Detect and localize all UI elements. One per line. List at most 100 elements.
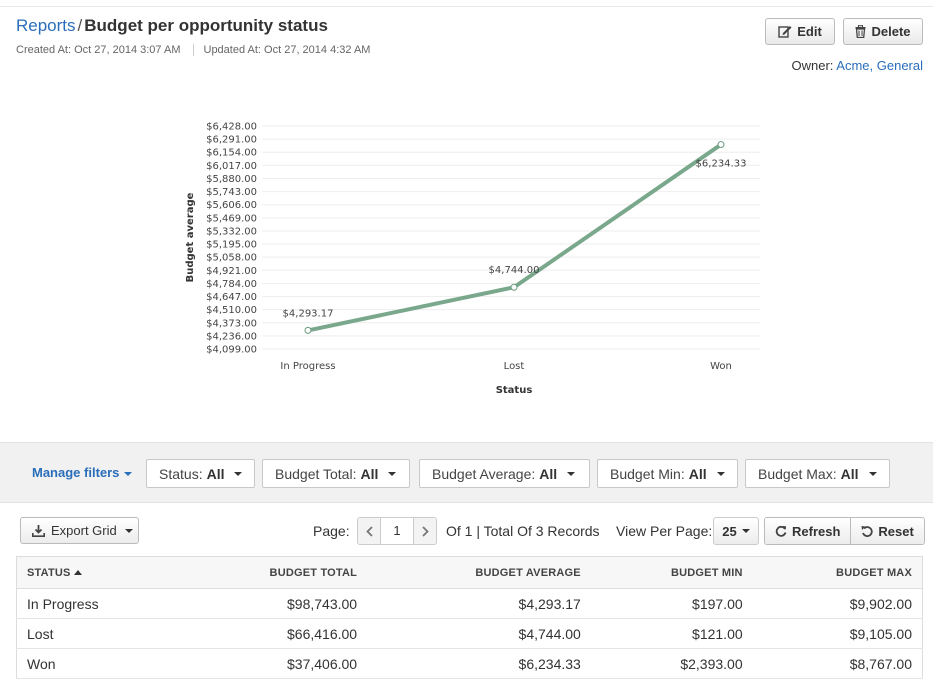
breadcrumb: Reports / Budget per opportunity status <box>16 16 370 36</box>
trash-icon <box>855 25 866 38</box>
y-tick-label: $4,647.00 <box>206 292 257 303</box>
export-grid-button[interactable]: Export Grid <box>20 517 139 544</box>
filter-bar: Manage filters Status: All Budget Total: A… <box>0 442 933 503</box>
column-header-budget-total[interactable]: BUDGET TOTAL <box>176 556 368 589</box>
data-label: $4,293.17 <box>283 308 334 319</box>
report-header: Reports / Budget per opportunity status Cr… <box>16 16 371 57</box>
owner-link[interactable]: Acme, General <box>836 58 923 73</box>
reset-button[interactable]: Reset <box>850 518 924 544</box>
data-label: $6,234.33 <box>696 159 747 170</box>
reset-label: Reset <box>878 523 914 539</box>
chevron-down-icon <box>868 471 877 476</box>
cell-budget-max: $8,767.00 <box>752 648 923 679</box>
chevron-down-icon <box>716 471 725 476</box>
filter-status[interactable]: Status: All <box>146 459 255 488</box>
filter-budget-min[interactable]: Budget Min: All <box>597 459 738 488</box>
y-axis-title: Budget average <box>185 192 196 282</box>
filter-budget-min-value: All <box>688 465 707 482</box>
x-tick-label: In Progress <box>280 361 335 372</box>
records-summary: Of 1 | Total Of 3 Records <box>446 523 600 539</box>
breadcrumb-separator: / <box>77 16 83 35</box>
series-line <box>306 142 723 333</box>
filter-budget-average[interactable]: Budget Average: All <box>419 459 590 488</box>
filter-budget-min-label: Budget Min: <box>610 465 685 482</box>
top-divider <box>0 6 933 7</box>
report-meta: Created At: Oct 27, 2014 3:07 AM Updated … <box>16 44 371 57</box>
filter-status-label: Status: <box>159 465 203 482</box>
data-point <box>510 283 518 291</box>
page-number-input[interactable]: 1 <box>380 518 414 544</box>
chevron-down-icon <box>124 528 133 533</box>
cell-budget-average: $4,293.17 <box>367 588 591 619</box>
manage-filters-label: Manage filters <box>32 465 120 480</box>
cell-budget-min: $2,393.00 <box>590 648 753 679</box>
filter-budget-total-value: All <box>360 465 379 482</box>
x-tick-label: Lost <box>504 361 525 372</box>
chevron-down-icon <box>388 471 397 476</box>
cell-status: Won <box>16 648 177 679</box>
sort-ascending-icon <box>73 570 82 576</box>
y-tick-label: $5,195.00 <box>206 240 257 251</box>
owner-info: Owner: Acme, General <box>791 58 923 73</box>
pagination: 1 <box>357 517 437 545</box>
column-header-budget-min[interactable]: BUDGET MIN <box>590 556 753 589</box>
data-point <box>304 326 312 334</box>
y-tick-label: $6,154.00 <box>206 148 257 159</box>
y-tick-label: $4,099.00 <box>206 345 257 356</box>
cell-status: In Progress <box>16 588 177 619</box>
export-grid-label: Export Grid <box>51 523 117 538</box>
edit-icon <box>778 26 792 38</box>
updated-at: Updated At: Oct 27, 2014 4:32 AM <box>203 44 371 56</box>
y-tick-label: $5,743.00 <box>206 187 257 198</box>
filter-budget-total-label: Budget Total: <box>275 465 357 482</box>
data-label: $4,744.00 <box>489 265 540 276</box>
y-tick-label: $4,373.00 <box>206 318 257 329</box>
owner-label: Owner: <box>791 58 834 73</box>
y-tick-label: $4,784.00 <box>206 279 257 290</box>
refresh-label: Refresh <box>792 523 841 539</box>
filter-budget-max[interactable]: Budget Max: All <box>745 459 890 488</box>
refresh-icon <box>775 525 787 537</box>
y-tick-label: $6,291.00 <box>206 135 257 146</box>
cell-budget-total: $98,743.00 <box>176 588 368 619</box>
delete-button[interactable]: Delete <box>843 18 923 45</box>
x-tick-label: Won <box>710 361 732 372</box>
filter-budget-average-value: All <box>539 465 558 482</box>
download-icon <box>32 524 45 537</box>
budget-average-line-chart: $4,099.00 $4,236.00 $4,373.00 $4,510.00 $4,6… <box>185 122 760 396</box>
manage-filters-dropdown[interactable]: Manage filters <box>32 465 133 480</box>
cell-budget-max: $9,105.00 <box>752 618 923 649</box>
view-per-page-select[interactable]: 25 <box>713 517 759 545</box>
y-tick-label: $4,236.00 <box>206 331 257 342</box>
y-tick-label: $5,880.00 <box>206 174 257 185</box>
edit-label: Edit <box>797 24 822 39</box>
filter-budget-max-label: Budget Max: <box>758 465 837 482</box>
filter-budget-average-label: Budget Average: <box>432 465 536 482</box>
x-axis-title: Status <box>496 385 533 396</box>
filter-budget-total[interactable]: Budget Total: All <box>262 459 410 488</box>
edit-button[interactable]: Edit <box>765 18 835 45</box>
refresh-button[interactable]: Refresh <box>765 518 851 544</box>
column-header-budget-max[interactable]: BUDGET MAX <box>752 556 923 589</box>
cell-budget-average: $6,234.33 <box>367 648 591 679</box>
cell-budget-min: $121.00 <box>590 618 753 649</box>
y-tick-label: $5,469.00 <box>206 213 257 224</box>
page-title: Budget per opportunity status <box>84 16 328 35</box>
column-header-status-label: STATUS <box>27 566 71 579</box>
meta-divider <box>192 44 194 57</box>
grid-actions: Refresh Reset <box>764 517 925 545</box>
column-header-status[interactable]: STATUS <box>16 556 177 589</box>
data-point <box>717 141 725 149</box>
chevron-down-icon <box>567 471 576 476</box>
table-header-row: STATUS BUDGET TOTAL BUDGET AVERAGE BUDGE… <box>16 556 923 589</box>
column-header-budget-average[interactable]: BUDGET AVERAGE <box>367 556 591 589</box>
chevron-left-icon <box>365 525 373 537</box>
report-table: STATUS BUDGET TOTAL BUDGET AVERAGE BUDGE… <box>16 556 923 679</box>
next-page-button[interactable] <box>414 518 436 544</box>
y-tick-label: $4,921.00 <box>206 266 257 277</box>
breadcrumb-reports-link[interactable]: Reports <box>16 16 76 35</box>
cell-budget-total: $37,406.00 <box>176 648 368 679</box>
cell-budget-total: $66,416.00 <box>176 618 368 649</box>
cell-budget-min: $197.00 <box>590 588 753 619</box>
previous-page-button[interactable] <box>358 518 380 544</box>
